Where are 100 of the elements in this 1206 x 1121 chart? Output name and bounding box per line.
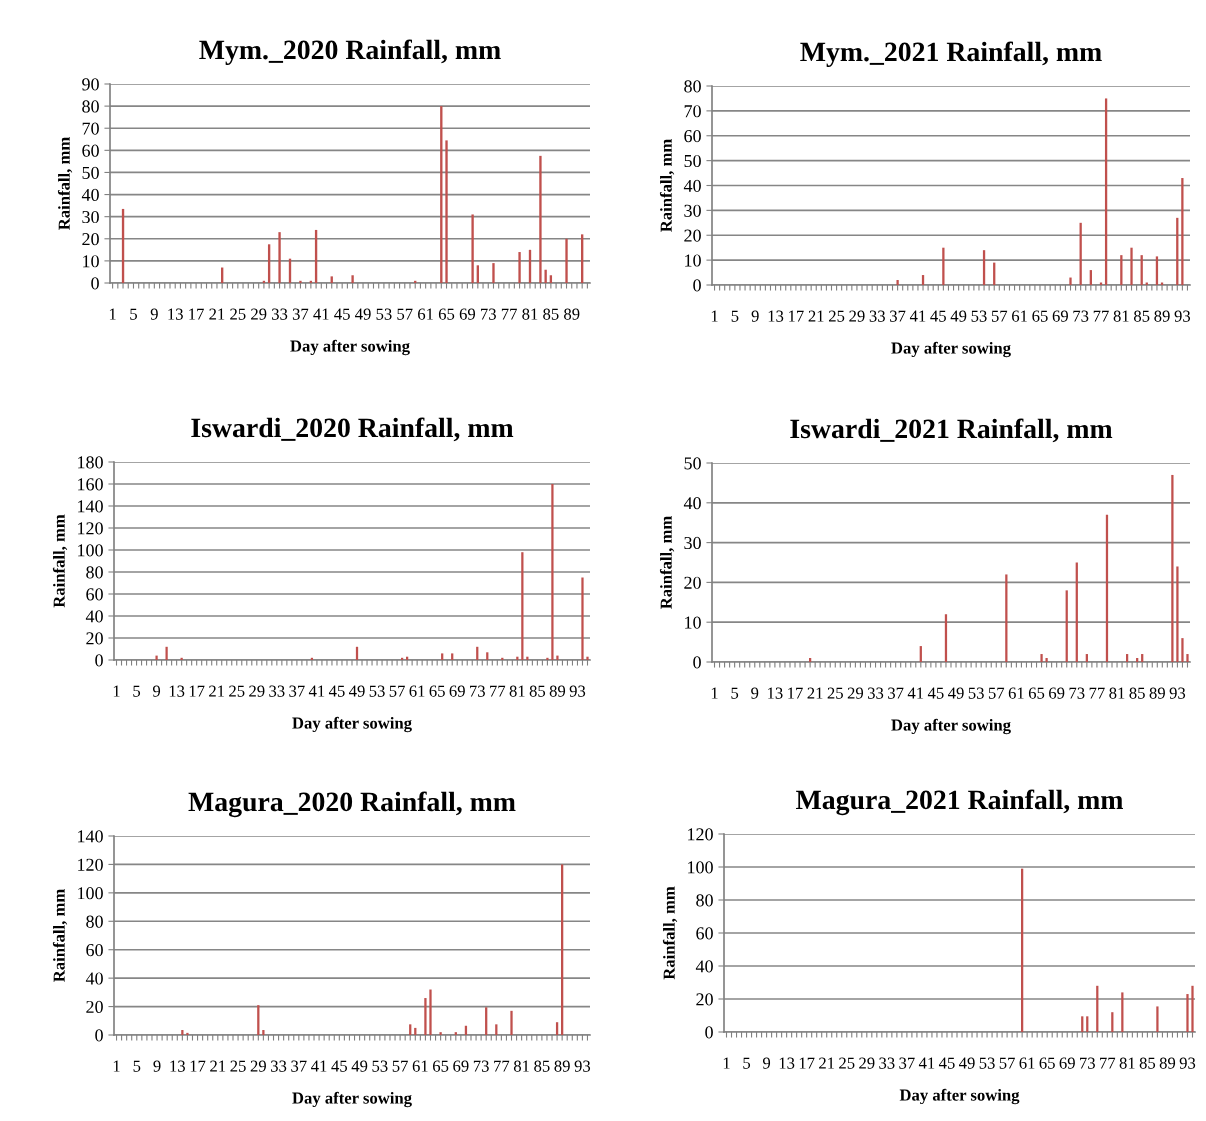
y-axis-title: Rainfall, mm	[52, 889, 68, 982]
x-tick-label: 77	[1100, 1057, 1116, 1069]
x-tick-label: 9	[153, 1060, 161, 1072]
bar	[262, 1030, 265, 1035]
x-tick-label: 77	[1089, 687, 1105, 699]
x-tick-label: 89	[564, 308, 580, 320]
y-axis-title: Rainfall, mm	[57, 137, 73, 230]
x-tick-label: 5	[133, 1060, 141, 1072]
y-tick-label: 100	[78, 887, 103, 900]
x-tick-label: 37	[888, 687, 904, 699]
x-tick-label: 49	[349, 685, 365, 697]
y-tick-label: 30	[82, 210, 99, 224]
x-tick-label: 93	[1169, 687, 1186, 699]
x-tick-label: 1	[723, 1057, 730, 1069]
bar	[1130, 247, 1133, 285]
chart-title: Magura_2020 Rainfall, mm	[188, 791, 516, 818]
x-tick-label: 65	[433, 1060, 449, 1072]
bar	[1171, 474, 1174, 662]
x-tick-label: 57	[991, 310, 1008, 322]
chart-title: Mym._2020 Rainfall, mm	[199, 39, 501, 65]
x-tick-label: 41	[918, 1057, 935, 1069]
y-tick-label: 60	[86, 943, 103, 957]
x-tick-label: 17	[190, 1060, 206, 1072]
bar	[155, 655, 158, 660]
y-tick-label: 80	[86, 915, 103, 928]
x-tick-label: 25	[839, 1057, 855, 1069]
x-tick-label: 53	[979, 1057, 995, 1069]
x-tick-label: 69	[1049, 687, 1065, 699]
bar	[544, 269, 547, 283]
x-tick-label: 29	[250, 1060, 266, 1072]
x-tick-label: 41	[308, 685, 325, 697]
bar	[1086, 1016, 1089, 1032]
y-tick-label: 50	[684, 457, 701, 470]
y-tick-label: 90	[82, 78, 99, 91]
bar	[495, 1024, 498, 1035]
x-tick-label: 17	[799, 1057, 815, 1069]
x-tick-label: 45	[938, 1057, 955, 1069]
y-tick-label: 120	[688, 828, 713, 841]
bar	[471, 214, 474, 283]
x-tick-label: 9	[152, 685, 161, 697]
x-tick-label: 49	[959, 1057, 975, 1069]
y-tick-label: 20	[82, 233, 99, 246]
x-tick-label: 21	[210, 1060, 226, 1072]
y-tick-label: 30	[684, 204, 701, 217]
y-tick-label: 80	[684, 80, 701, 93]
bar	[1081, 1016, 1084, 1032]
x-tick-label: 13	[170, 1060, 185, 1072]
x-tick-label: 5	[731, 687, 739, 699]
x-tick-label: 29	[251, 308, 267, 320]
x-tick-label: 5	[731, 310, 739, 322]
x-tick-label: 77	[490, 685, 506, 697]
bar	[439, 1032, 442, 1035]
y-tick-label: 80	[86, 566, 103, 579]
x-tick-label: 49	[355, 308, 371, 320]
x-tick-label: 73	[481, 308, 496, 320]
x-tick-label: 61	[412, 1060, 428, 1072]
y-tick-label: 180	[78, 456, 103, 469]
x-tick-label: 69	[449, 685, 465, 697]
bar	[1181, 638, 1184, 662]
y-tick-label: 80	[82, 100, 99, 113]
x-tick-label: 81	[1113, 310, 1129, 322]
y-tick-label: 10	[83, 255, 99, 268]
y-tick-label: 40	[81, 188, 99, 201]
x-tick-label: 85	[529, 685, 546, 697]
x-tick-label: 25	[230, 308, 246, 320]
x-tick-label: 9	[751, 310, 759, 322]
x-tick-label: 17	[788, 687, 803, 699]
x-axis-title: Day after sowing	[290, 339, 410, 356]
x-tick-label: 53	[376, 308, 392, 320]
y-tick-label: 60	[82, 144, 99, 157]
y-axis-title: Rainfall, mm	[662, 886, 678, 980]
y-tick-label: 120	[78, 858, 103, 871]
y-tick-label: 60	[684, 130, 701, 143]
x-tick-label: 25	[229, 685, 245, 697]
bar	[424, 998, 427, 1035]
x-tick-label: 45	[927, 687, 944, 699]
y-tick-label: 0	[705, 1026, 713, 1039]
x-tick-label: 37	[291, 1060, 307, 1072]
y-tick-label: 100	[688, 861, 713, 874]
x-tick-label: 25	[230, 1060, 246, 1072]
x-tick-label: 65	[1032, 310, 1048, 322]
y-tick-label: 100	[78, 544, 103, 557]
x-tick-label: 1	[109, 308, 116, 320]
x-tick-label: 41	[313, 308, 329, 320]
x-tick-label: 21	[807, 687, 823, 699]
bar	[429, 989, 432, 1035]
bar	[581, 577, 584, 660]
x-tick-label: 49	[950, 310, 967, 322]
x-tick-label: 65	[1039, 1057, 1055, 1069]
x-axis-title: Day after sowing	[891, 341, 1011, 358]
y-tick-label: 0	[91, 277, 99, 290]
x-tick-label: 5	[130, 308, 137, 320]
x-tick-label: 45	[930, 310, 946, 322]
bar	[510, 1010, 513, 1035]
x-tick-label: 13	[768, 310, 784, 322]
bar	[555, 1022, 559, 1035]
x-tick-label: 89	[549, 685, 566, 697]
x-tick-label: 57	[988, 687, 1005, 699]
y-tick-label: 0	[95, 1029, 103, 1042]
x-tick-label: 45	[328, 685, 345, 697]
